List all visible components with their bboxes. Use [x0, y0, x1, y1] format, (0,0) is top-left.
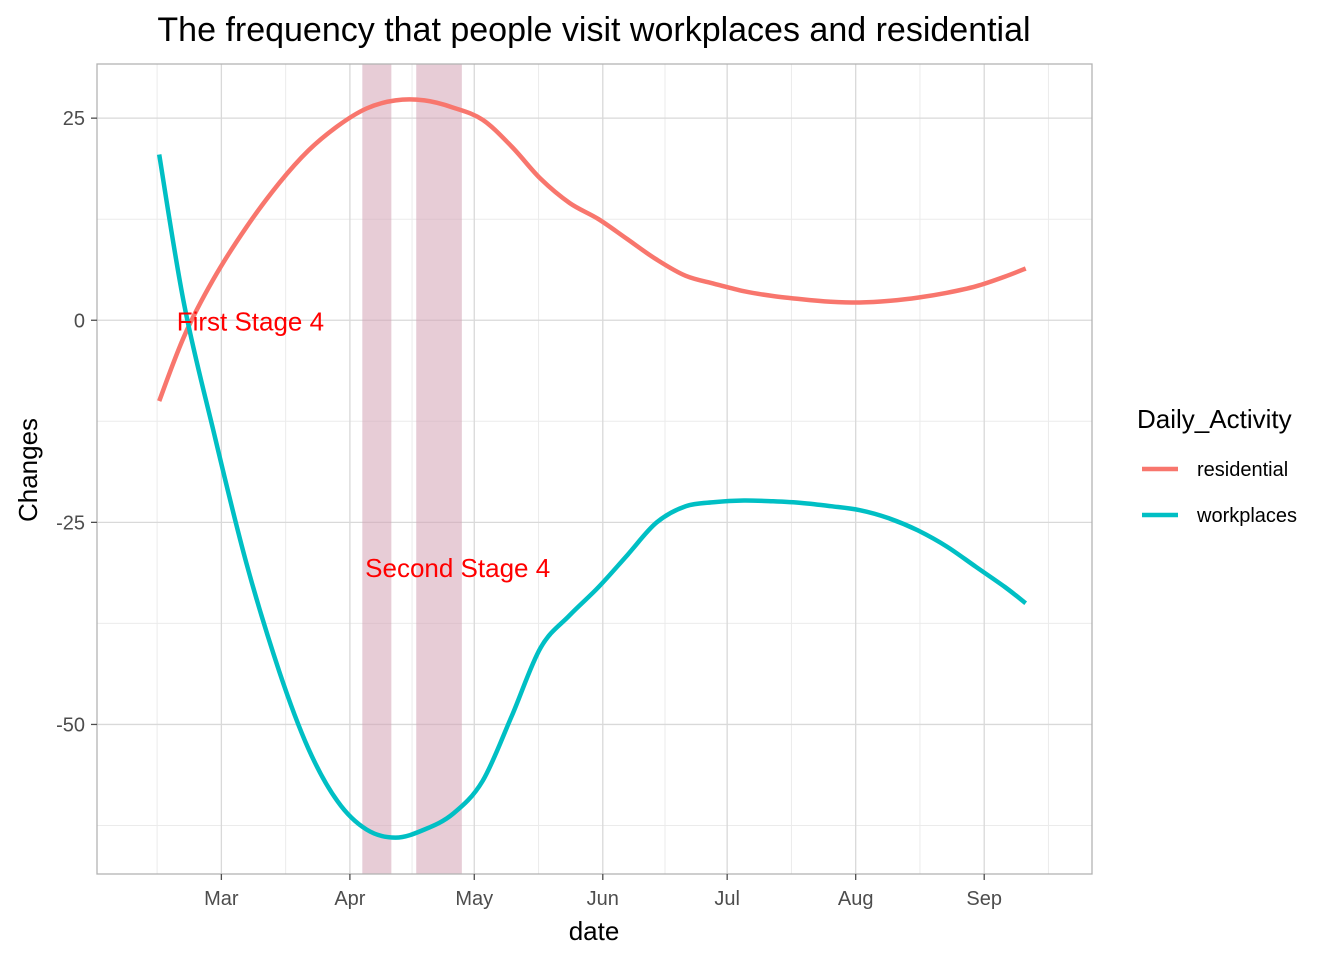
y-axis-title: Changes [13, 418, 43, 522]
legend-label-residential: residential [1197, 459, 1288, 481]
annotation-2: Second Stage 4 [365, 553, 550, 583]
y-tick-label: -50 [56, 714, 85, 736]
stage-4-shaded-region-1 [362, 64, 392, 874]
plot-panel: First Stage 4 Second Stage 4 [96, 63, 1093, 875]
panel-border [96, 63, 1093, 875]
legend-label-workplaces: workplaces [1196, 505, 1297, 527]
stage-4-shaded-region-2 [416, 64, 462, 874]
series-line-residential [157, 97, 1027, 402]
legend-title: Daily_Activity [1137, 404, 1292, 434]
annotation-1: First Stage 4 [177, 306, 324, 336]
x-tick-label: May [455, 888, 493, 910]
y-tick-label: 0 [74, 310, 85, 332]
series-line-workplaces [156, 154, 1028, 840]
chart-title: The frequency that people visit workplac… [157, 11, 1030, 49]
x-tick-label: Aug [838, 888, 874, 910]
x-tick-label: Apr [334, 888, 365, 910]
x-axis-title: date [569, 916, 620, 946]
y-axis: -50 -25 0 25 [56, 108, 97, 736]
legend: Daily_Activity residential workplaces [1137, 404, 1297, 527]
panel-background [97, 64, 1092, 874]
x-tick-label: Jun [587, 888, 619, 910]
y-tick-label: 25 [63, 108, 85, 130]
y-tick-label: -25 [56, 512, 85, 534]
x-tick-label: Mar [204, 888, 239, 910]
x-axis: Mar Apr May Jun Jul Aug Sep [204, 874, 1002, 910]
x-tick-label: Sep [966, 888, 1002, 910]
x-tick-label: Jul [714, 888, 740, 910]
